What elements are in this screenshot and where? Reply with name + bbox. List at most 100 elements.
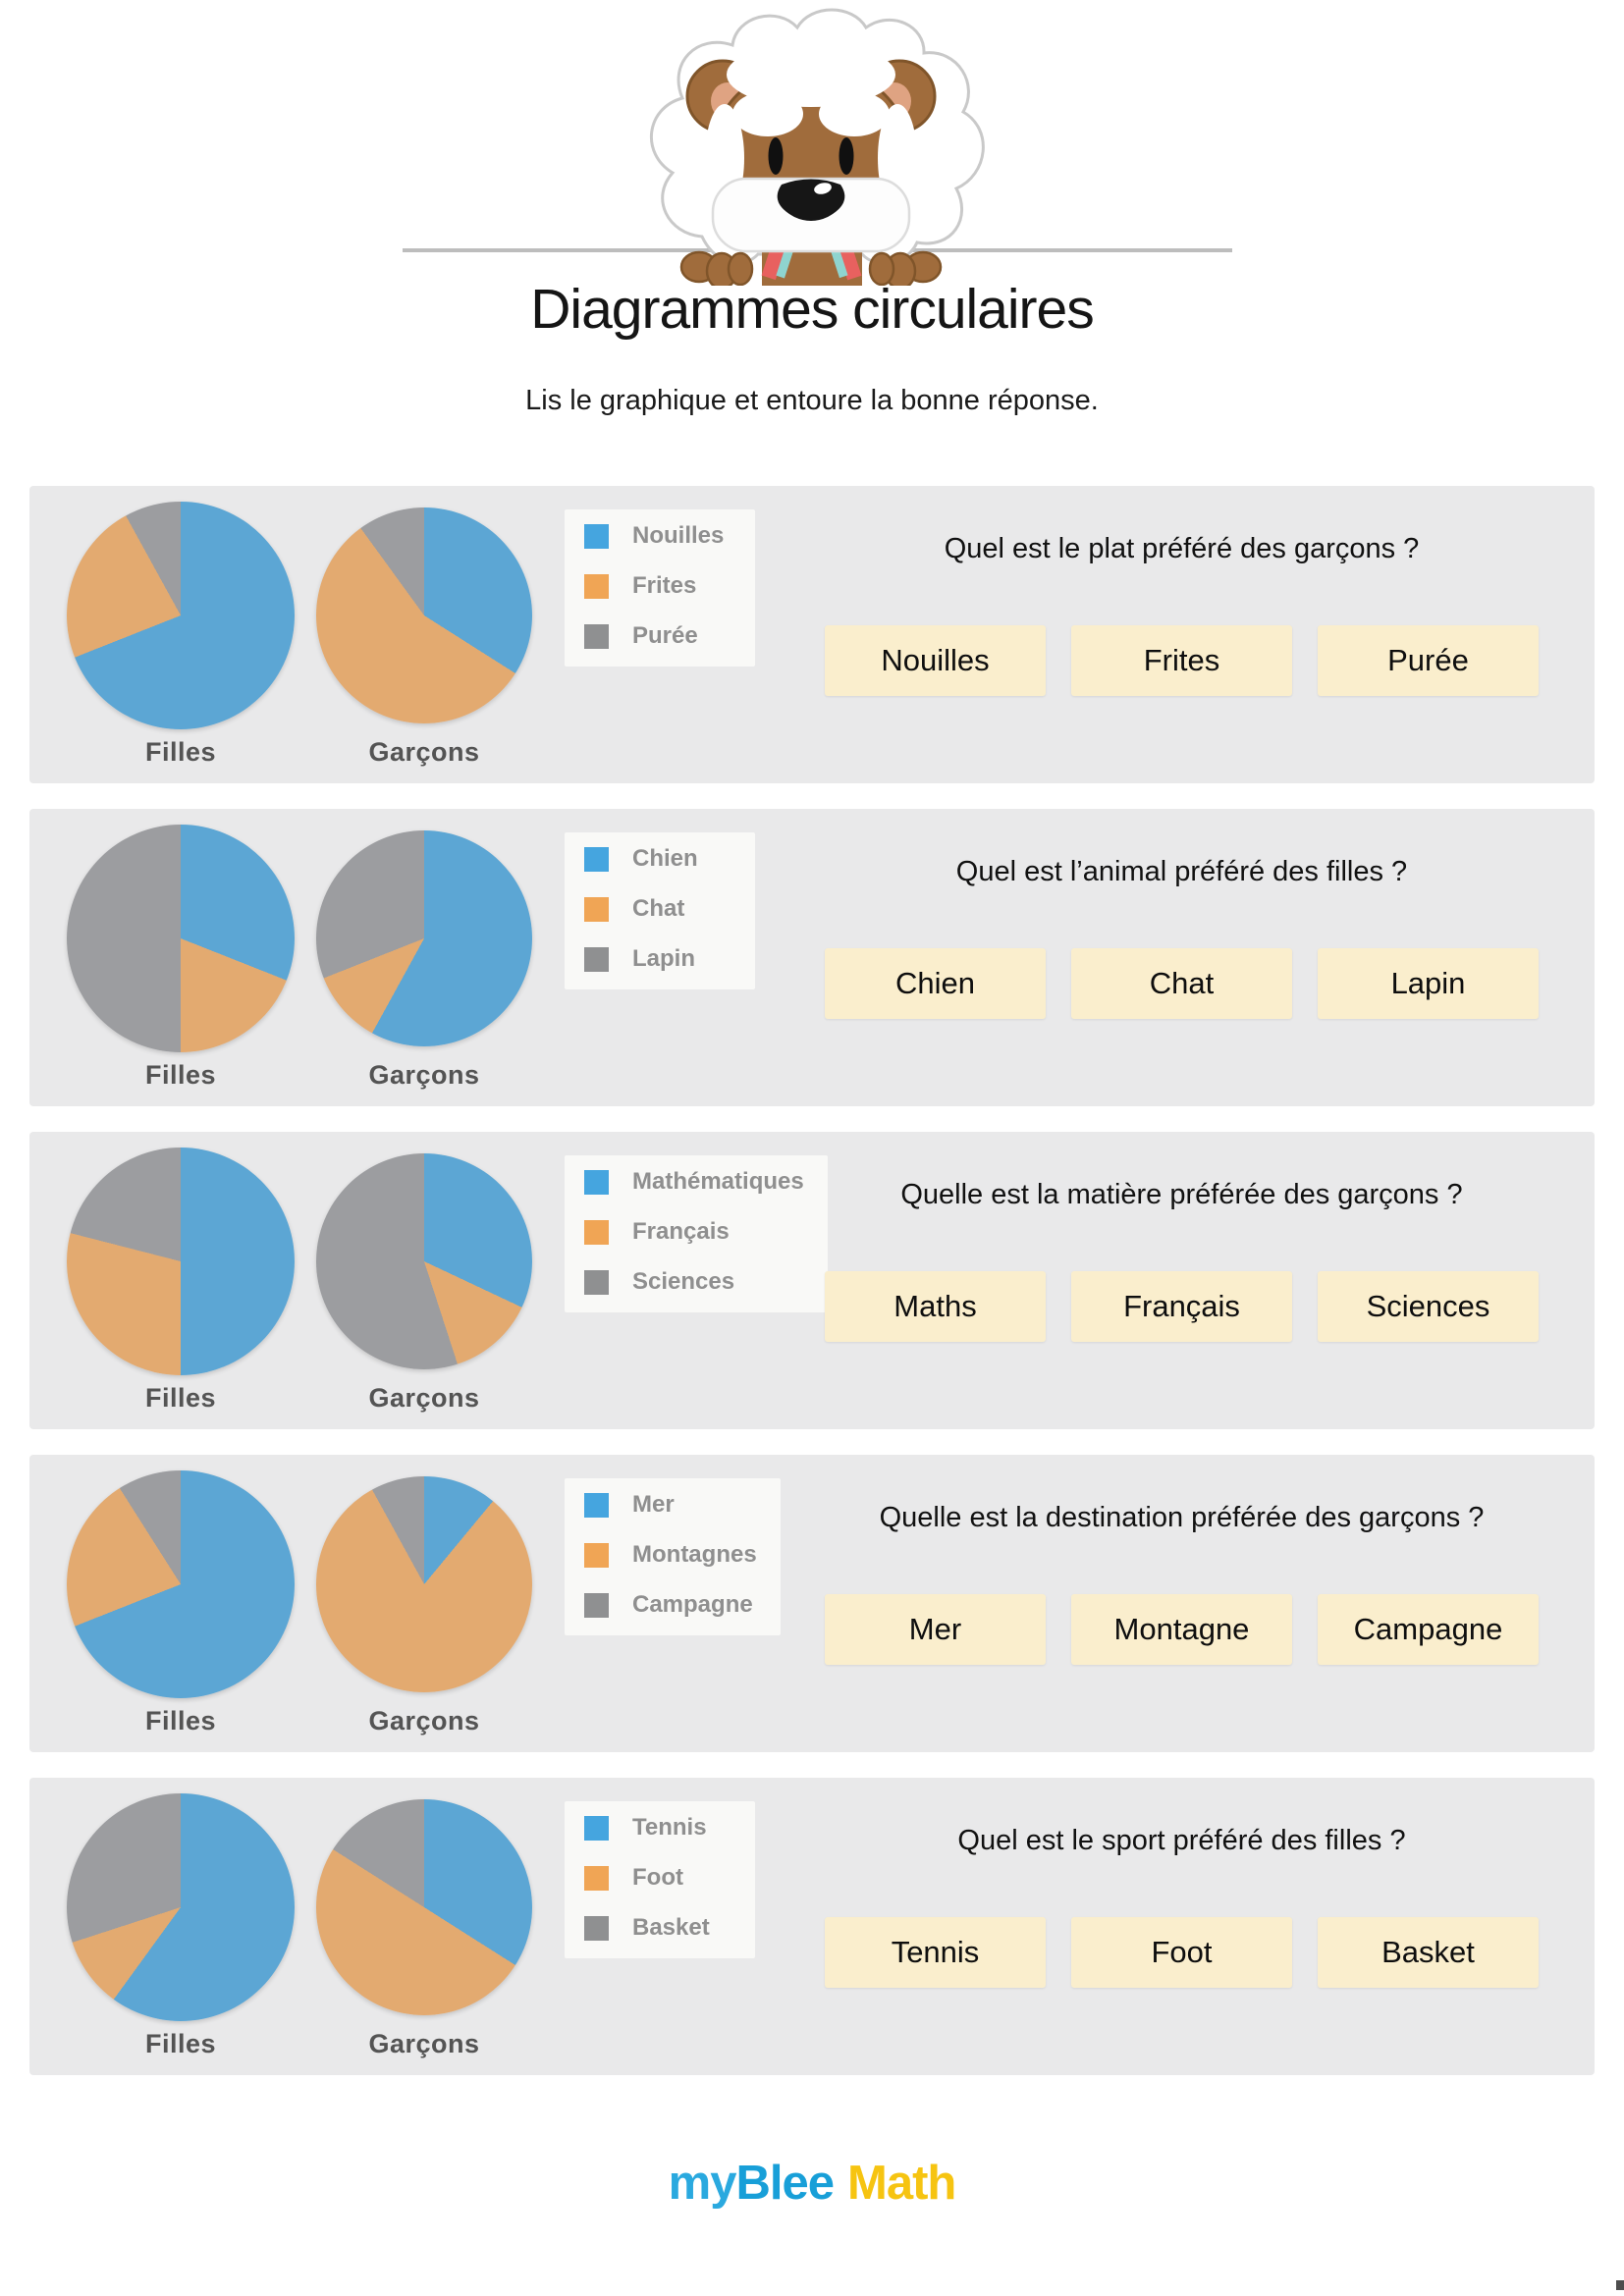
pie-label-filles: Filles — [144, 1383, 217, 1413]
legend-item: Nouilles — [584, 522, 731, 549]
pie-label-garcons: Garçons — [368, 1383, 480, 1413]
answer-options: Nouilles Frites Purée — [825, 625, 1539, 696]
answer-button[interactable]: Lapin — [1318, 948, 1539, 1019]
answer-button[interactable]: Purée — [1318, 625, 1539, 696]
legend-swatch-orange — [584, 573, 609, 599]
legend-item: Campagne — [584, 1591, 757, 1618]
answer-button[interactable]: Foot — [1071, 1917, 1292, 1988]
legend-swatch-gray — [584, 1269, 609, 1295]
legend-label: Lapin — [632, 945, 695, 972]
answer-button[interactable]: Maths — [825, 1271, 1046, 1342]
legend-item: Tennis — [584, 1814, 731, 1841]
pie-chart-garcons — [316, 1799, 532, 2015]
answer-options: Mer Montagne Campagne — [825, 1594, 1539, 1665]
legend-label: Nouilles — [632, 522, 725, 549]
answer-button[interactable]: Basket — [1318, 1917, 1539, 1988]
exercise-row: Filles Garçons Mer Montagnes Campagne Qu… — [29, 1455, 1595, 1752]
pie-chart-garcons — [316, 830, 532, 1046]
page-corner-mark — [1616, 2280, 1624, 2290]
exercise-row: Filles Garçons Chien Chat Lapin Quel est… — [29, 809, 1595, 1106]
legend-swatch-blue — [584, 846, 609, 872]
pie-label-filles: Filles — [144, 1706, 217, 1735]
legend-item: Chien — [584, 845, 731, 872]
legend: Tennis Foot Basket — [565, 1801, 755, 1958]
legend-label: Campagne — [632, 1591, 753, 1618]
pie-label-garcons: Garçons — [368, 1060, 480, 1090]
question-text: Quel est le sport préféré des filles ? — [957, 1825, 1406, 1856]
answer-button[interactable]: Français — [1071, 1271, 1292, 1342]
legend-swatch-gray — [584, 1915, 609, 1941]
legend-label: Chat — [632, 895, 685, 922]
exercise-row: Filles Garçons Tennis Foot Basket Quel e… — [29, 1778, 1595, 2075]
pie-label-garcons: Garçons — [368, 2029, 480, 2058]
page-instructions: Lis le graphique et entoure la bonne rép… — [525, 385, 1099, 416]
legend-label: Chien — [632, 845, 698, 872]
legend-label: Mathématiques — [632, 1168, 804, 1195]
legend-item: Sciences — [584, 1268, 804, 1295]
answer-button[interactable]: Mer — [825, 1594, 1046, 1665]
myblee-math-logo: myBlee Math — [0, 2156, 1624, 2211]
logo-math: Math — [847, 2157, 956, 2210]
logo-my: my — [668, 2157, 737, 2210]
answer-button[interactable]: Tennis — [825, 1917, 1046, 1988]
answer-button[interactable]: Frites — [1071, 625, 1292, 696]
legend-swatch-gray — [584, 1592, 609, 1618]
legend: Nouilles Frites Purée — [565, 509, 755, 667]
legend-label: Sciences — [632, 1268, 735, 1295]
legend-item: Lapin — [584, 945, 731, 972]
pie-chart-filles — [67, 1148, 295, 1375]
answer-button[interactable]: Campagne — [1318, 1594, 1539, 1665]
legend: Mer Montagnes Campagne — [565, 1478, 781, 1635]
legend-item: Foot — [584, 1864, 731, 1891]
legend-item: Mathématiques — [584, 1168, 804, 1195]
pie-chart-filles — [67, 502, 295, 729]
legend-swatch-blue — [584, 1492, 609, 1518]
exercise-row: Filles Garçons Mathématiques Français Sc… — [29, 1132, 1595, 1429]
page-title: Diagrammes circulaires — [530, 278, 1094, 341]
answer-button[interactable]: Sciences — [1318, 1271, 1539, 1342]
answer-button[interactable]: Nouilles — [825, 625, 1046, 696]
legend: Chien Chat Lapin — [565, 832, 755, 989]
legend-label: Français — [632, 1218, 730, 1245]
answer-button[interactable]: Montagne — [1071, 1594, 1292, 1665]
legend-label: Mer — [632, 1491, 675, 1518]
legend-label: Tennis — [632, 1814, 707, 1841]
legend-label: Purée — [632, 622, 698, 649]
legend-item: Français — [584, 1218, 804, 1245]
pie-label-filles: Filles — [144, 737, 217, 767]
pie-chart-filles — [67, 1793, 295, 2021]
pie-label-filles: Filles — [144, 2029, 217, 2058]
legend-item: Chat — [584, 895, 731, 922]
logo-blee: Blee — [735, 2157, 835, 2210]
pie-chart-garcons — [316, 1476, 532, 1692]
pie-chart-garcons — [316, 507, 532, 723]
question-text: Quel est l’animal préféré des filles ? — [955, 856, 1408, 887]
question-text: Quelle est la destination préférée des g… — [879, 1502, 1485, 1533]
pie-chart-filles — [67, 825, 295, 1052]
legend-swatch-orange — [584, 1219, 609, 1245]
exercise-row: Filles Garçons Nouilles Frites Purée Que… — [29, 486, 1595, 783]
legend-item: Frites — [584, 572, 731, 599]
pie-chart-garcons — [316, 1153, 532, 1369]
legend-item: Purée — [584, 622, 731, 649]
legend-swatch-blue — [584, 523, 609, 549]
pie-label-garcons: Garçons — [368, 1706, 480, 1735]
legend-item: Montagnes — [584, 1541, 757, 1568]
question-text: Quelle est la matière préférée des garço… — [900, 1179, 1463, 1210]
legend-swatch-orange — [584, 1542, 609, 1568]
answer-options: Tennis Foot Basket — [825, 1917, 1539, 1988]
answer-options: Maths Français Sciences — [825, 1271, 1539, 1342]
answer-button[interactable]: Chien — [825, 948, 1046, 1019]
legend-swatch-blue — [584, 1815, 609, 1841]
legend-label: Basket — [632, 1914, 710, 1941]
legend-swatch-orange — [584, 1865, 609, 1891]
legend-swatch-blue — [584, 1169, 609, 1195]
question-text: Quel est le plat préféré des garçons ? — [944, 533, 1420, 564]
dog-mascot-icon — [649, 8, 985, 286]
pie-chart-filles — [67, 1470, 295, 1698]
legend-label: Frites — [632, 572, 697, 599]
legend-item: Basket — [584, 1914, 731, 1941]
legend-swatch-gray — [584, 946, 609, 972]
answer-button[interactable]: Chat — [1071, 948, 1292, 1019]
legend-swatch-orange — [584, 896, 609, 922]
